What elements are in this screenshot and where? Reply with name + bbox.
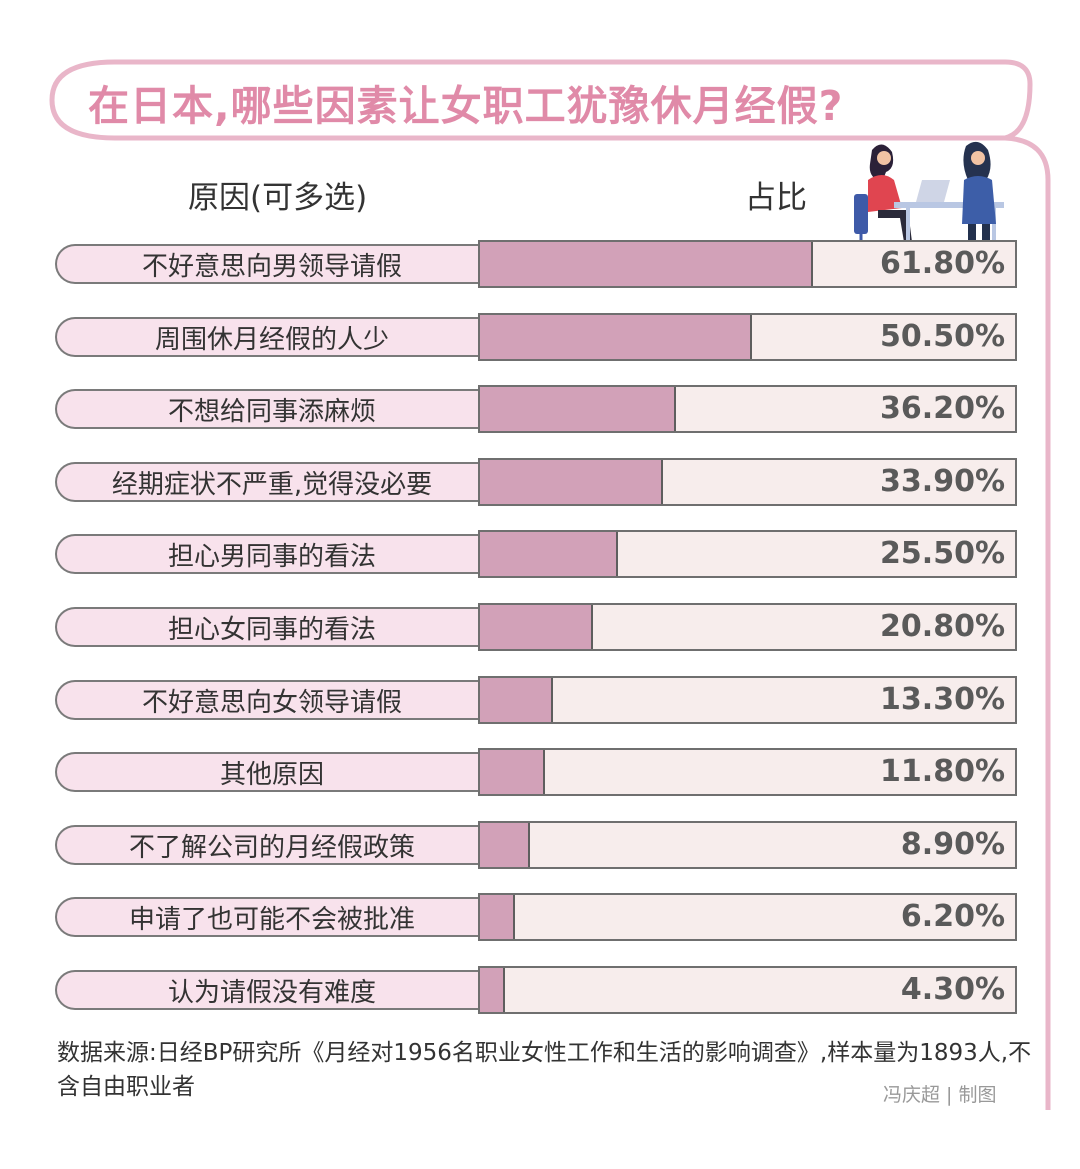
bar-track: 33.90% xyxy=(478,458,1017,506)
value-label: 33.90% xyxy=(880,464,1005,499)
bar xyxy=(480,315,752,359)
bar-track: 20.80% xyxy=(478,603,1017,651)
bar-track: 61.80% xyxy=(478,240,1017,288)
bar xyxy=(480,823,530,867)
chart-row: 申请了也可能不会被批准 6.20% xyxy=(55,893,1017,941)
category-label: 周围休月经假的人少 xyxy=(55,317,487,357)
category-label: 经期症状不严重,觉得没必要 xyxy=(55,462,487,502)
bar xyxy=(480,242,813,286)
category-label: 不好意思向女领导请假 xyxy=(55,680,487,720)
bar-track: 8.90% xyxy=(478,821,1017,869)
value-label: 13.30% xyxy=(880,682,1005,717)
value-label: 50.50% xyxy=(880,319,1005,354)
category-label: 申请了也可能不会被批准 xyxy=(55,897,487,937)
chart-row: 担心男同事的看法 25.50% xyxy=(55,530,1017,578)
value-label: 61.80% xyxy=(880,246,1005,281)
value-label: 11.80% xyxy=(880,754,1005,789)
value-label: 36.20% xyxy=(880,391,1005,426)
bar xyxy=(480,750,545,794)
bar-track: 36.20% xyxy=(478,385,1017,433)
bar xyxy=(480,605,593,649)
bar xyxy=(480,895,515,939)
value-label: 20.80% xyxy=(880,609,1005,644)
bar-track: 25.50% xyxy=(478,530,1017,578)
chart-row: 担心女同事的看法 20.80% xyxy=(55,603,1017,651)
category-label: 不想给同事添麻烦 xyxy=(55,389,487,429)
bar xyxy=(480,387,676,431)
category-label: 其他原因 xyxy=(55,752,487,792)
category-label: 担心男同事的看法 xyxy=(55,534,487,574)
chart-row: 不了解公司的月经假政策 8.90% xyxy=(55,821,1017,869)
office-women-illustration xyxy=(854,141,1004,246)
share-column-header: 占比 xyxy=(745,180,807,216)
value-label: 4.30% xyxy=(900,972,1005,1007)
category-label: 不好意思向男领导请假 xyxy=(55,244,487,284)
bar-track: 6.20% xyxy=(478,893,1017,941)
bar xyxy=(480,678,553,722)
bar-track: 4.30% xyxy=(478,966,1017,1014)
chart-row: 不想给同事添麻烦 36.20% xyxy=(55,385,1017,433)
chart-row: 认为请假没有难度 4.30% xyxy=(55,966,1017,1014)
value-label: 6.20% xyxy=(900,899,1005,934)
category-label: 不了解公司的月经假政策 xyxy=(55,825,487,865)
chart-title: 在日本,哪些因素让女职工犹豫休月经假? xyxy=(88,82,844,130)
chart-row: 其他原因 11.80% xyxy=(55,748,1017,796)
chart-row: 不好意思向女领导请假 13.30% xyxy=(55,676,1017,724)
category-label: 认为请假没有难度 xyxy=(55,970,487,1010)
bar-track: 13.30% xyxy=(478,676,1017,724)
credit-label: 冯庆超 | 制图 xyxy=(883,1084,997,1106)
category-label: 担心女同事的看法 xyxy=(55,607,487,647)
bar xyxy=(480,968,505,1012)
value-label: 25.50% xyxy=(880,536,1005,571)
chart-row: 不好意思向男领导请假 61.80% xyxy=(55,240,1017,288)
source-note: 数据来源:日经BP研究所《月经对1956名职业女性工作和生活的影响调查》,样本量… xyxy=(57,1040,1032,1100)
chart-row: 周围休月经假的人少 50.50% xyxy=(55,313,1017,361)
value-label: 8.90% xyxy=(900,827,1005,862)
bar-track: 50.50% xyxy=(478,313,1017,361)
chart-row: 经期症状不严重,觉得没必要 33.90% xyxy=(55,458,1017,506)
reason-column-header: 原因(可多选) xyxy=(188,180,368,216)
bar-track: 11.80% xyxy=(478,748,1017,796)
bar xyxy=(480,460,663,504)
bar xyxy=(480,532,618,576)
